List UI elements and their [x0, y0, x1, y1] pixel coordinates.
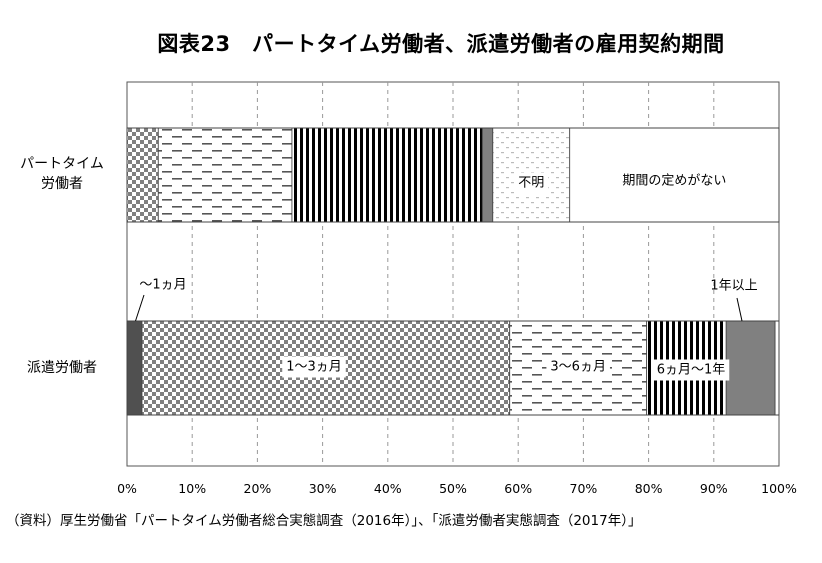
segment-label: ～1ヵ月	[139, 278, 186, 293]
bar-segment	[126, 127, 159, 223]
x-tick-label: 80%	[635, 481, 663, 496]
chart-title: 図表23 パートタイム労働者、派遣労働者の雇用契約期間	[157, 32, 725, 56]
x-tick-label: 100%	[761, 481, 797, 496]
segment-label: 6ヵ月～1年	[657, 363, 726, 378]
row-label-line: 労働者	[41, 176, 83, 192]
x-tick-label: 70%	[570, 481, 598, 496]
leader-line	[135, 294, 145, 322]
row-label-line: パートタイム	[20, 156, 104, 172]
segment-label: 1～3ヵ月	[286, 360, 342, 375]
segment-label: 3～6ヵ月	[550, 360, 606, 375]
leader-line	[736, 297, 743, 322]
x-tick-label: 50%	[439, 481, 467, 496]
bar-segment	[126, 320, 143, 416]
segment-label-bg	[514, 172, 549, 194]
chart-source: （資料）厚生労働省「パートタイム労働者総合実態調査（2016年）」、「派遣労働者…	[6, 513, 642, 529]
bar-segment	[481, 127, 494, 223]
row-label-line: 派遣労働者	[27, 360, 97, 376]
segment-label-bg	[652, 359, 730, 381]
segment-label: 期間の定めがない	[622, 174, 726, 189]
bar-segment	[569, 127, 780, 223]
segment-label: 不明	[518, 176, 544, 191]
bar-segment	[291, 127, 483, 223]
segment-label-bg	[546, 356, 610, 378]
segment-label-bg	[282, 356, 346, 378]
row-label-part-time: パートタイム 労働者	[14, 154, 110, 194]
bar-outline	[126, 127, 780, 223]
row-label-dispatch: 派遣労働者	[14, 358, 110, 378]
bar-outline	[126, 320, 780, 416]
x-tick-label: 60%	[504, 481, 532, 496]
x-tick-label: 90%	[700, 481, 728, 496]
x-tick-label: 30%	[309, 481, 337, 496]
x-tick-label: 10%	[178, 481, 206, 496]
bar-segment	[725, 320, 776, 416]
x-tick-label: 0%	[117, 481, 137, 496]
bar-segment	[774, 320, 780, 416]
x-tick-label: 20%	[244, 481, 272, 496]
x-tick-label: 40%	[374, 481, 402, 496]
segment-label: 1年以上	[710, 279, 757, 294]
bar-segment	[157, 127, 293, 223]
